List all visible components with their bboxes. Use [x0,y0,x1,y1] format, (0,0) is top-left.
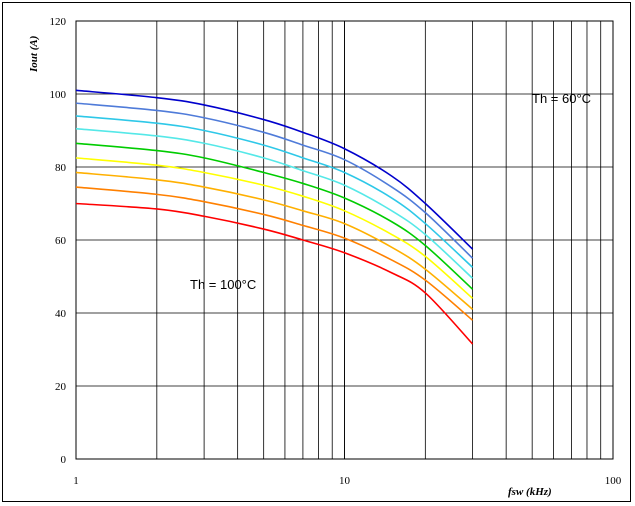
series-group [75,89,474,345]
series-line-3 [75,115,474,268]
plot-area-border [75,20,614,460]
chart-frame [2,2,631,502]
y-tick-label: 120 [50,16,67,28]
x-tick-label: 100 [605,475,622,487]
x-axis-title: fsw (kHz) [508,486,552,498]
y-axis-title: Iout (A) [28,36,40,73]
y-tick-label: 80 [55,162,67,174]
x-tick-label: 1 [73,475,79,487]
series-line-8 [75,186,474,321]
y-tick-label: 20 [55,381,67,393]
y-tick-label: 100 [50,89,67,101]
y-tick-label: 40 [55,308,67,320]
grid [75,20,614,460]
series-line-1 [75,89,474,250]
y-tick-label: 0 [61,454,67,466]
series-line-9 [75,202,474,345]
series-line-5 [75,142,474,290]
series-line-7 [75,171,474,310]
series-line-2 [75,102,474,259]
x-tick-label: 10 [339,475,351,487]
annotation-th-60: Th = 60°C [532,91,591,106]
series-line-6 [75,157,474,299]
annotation-th-100: Th = 100°C [190,277,256,292]
y-tick-label: 60 [55,235,67,247]
series-line-4 [75,127,474,279]
